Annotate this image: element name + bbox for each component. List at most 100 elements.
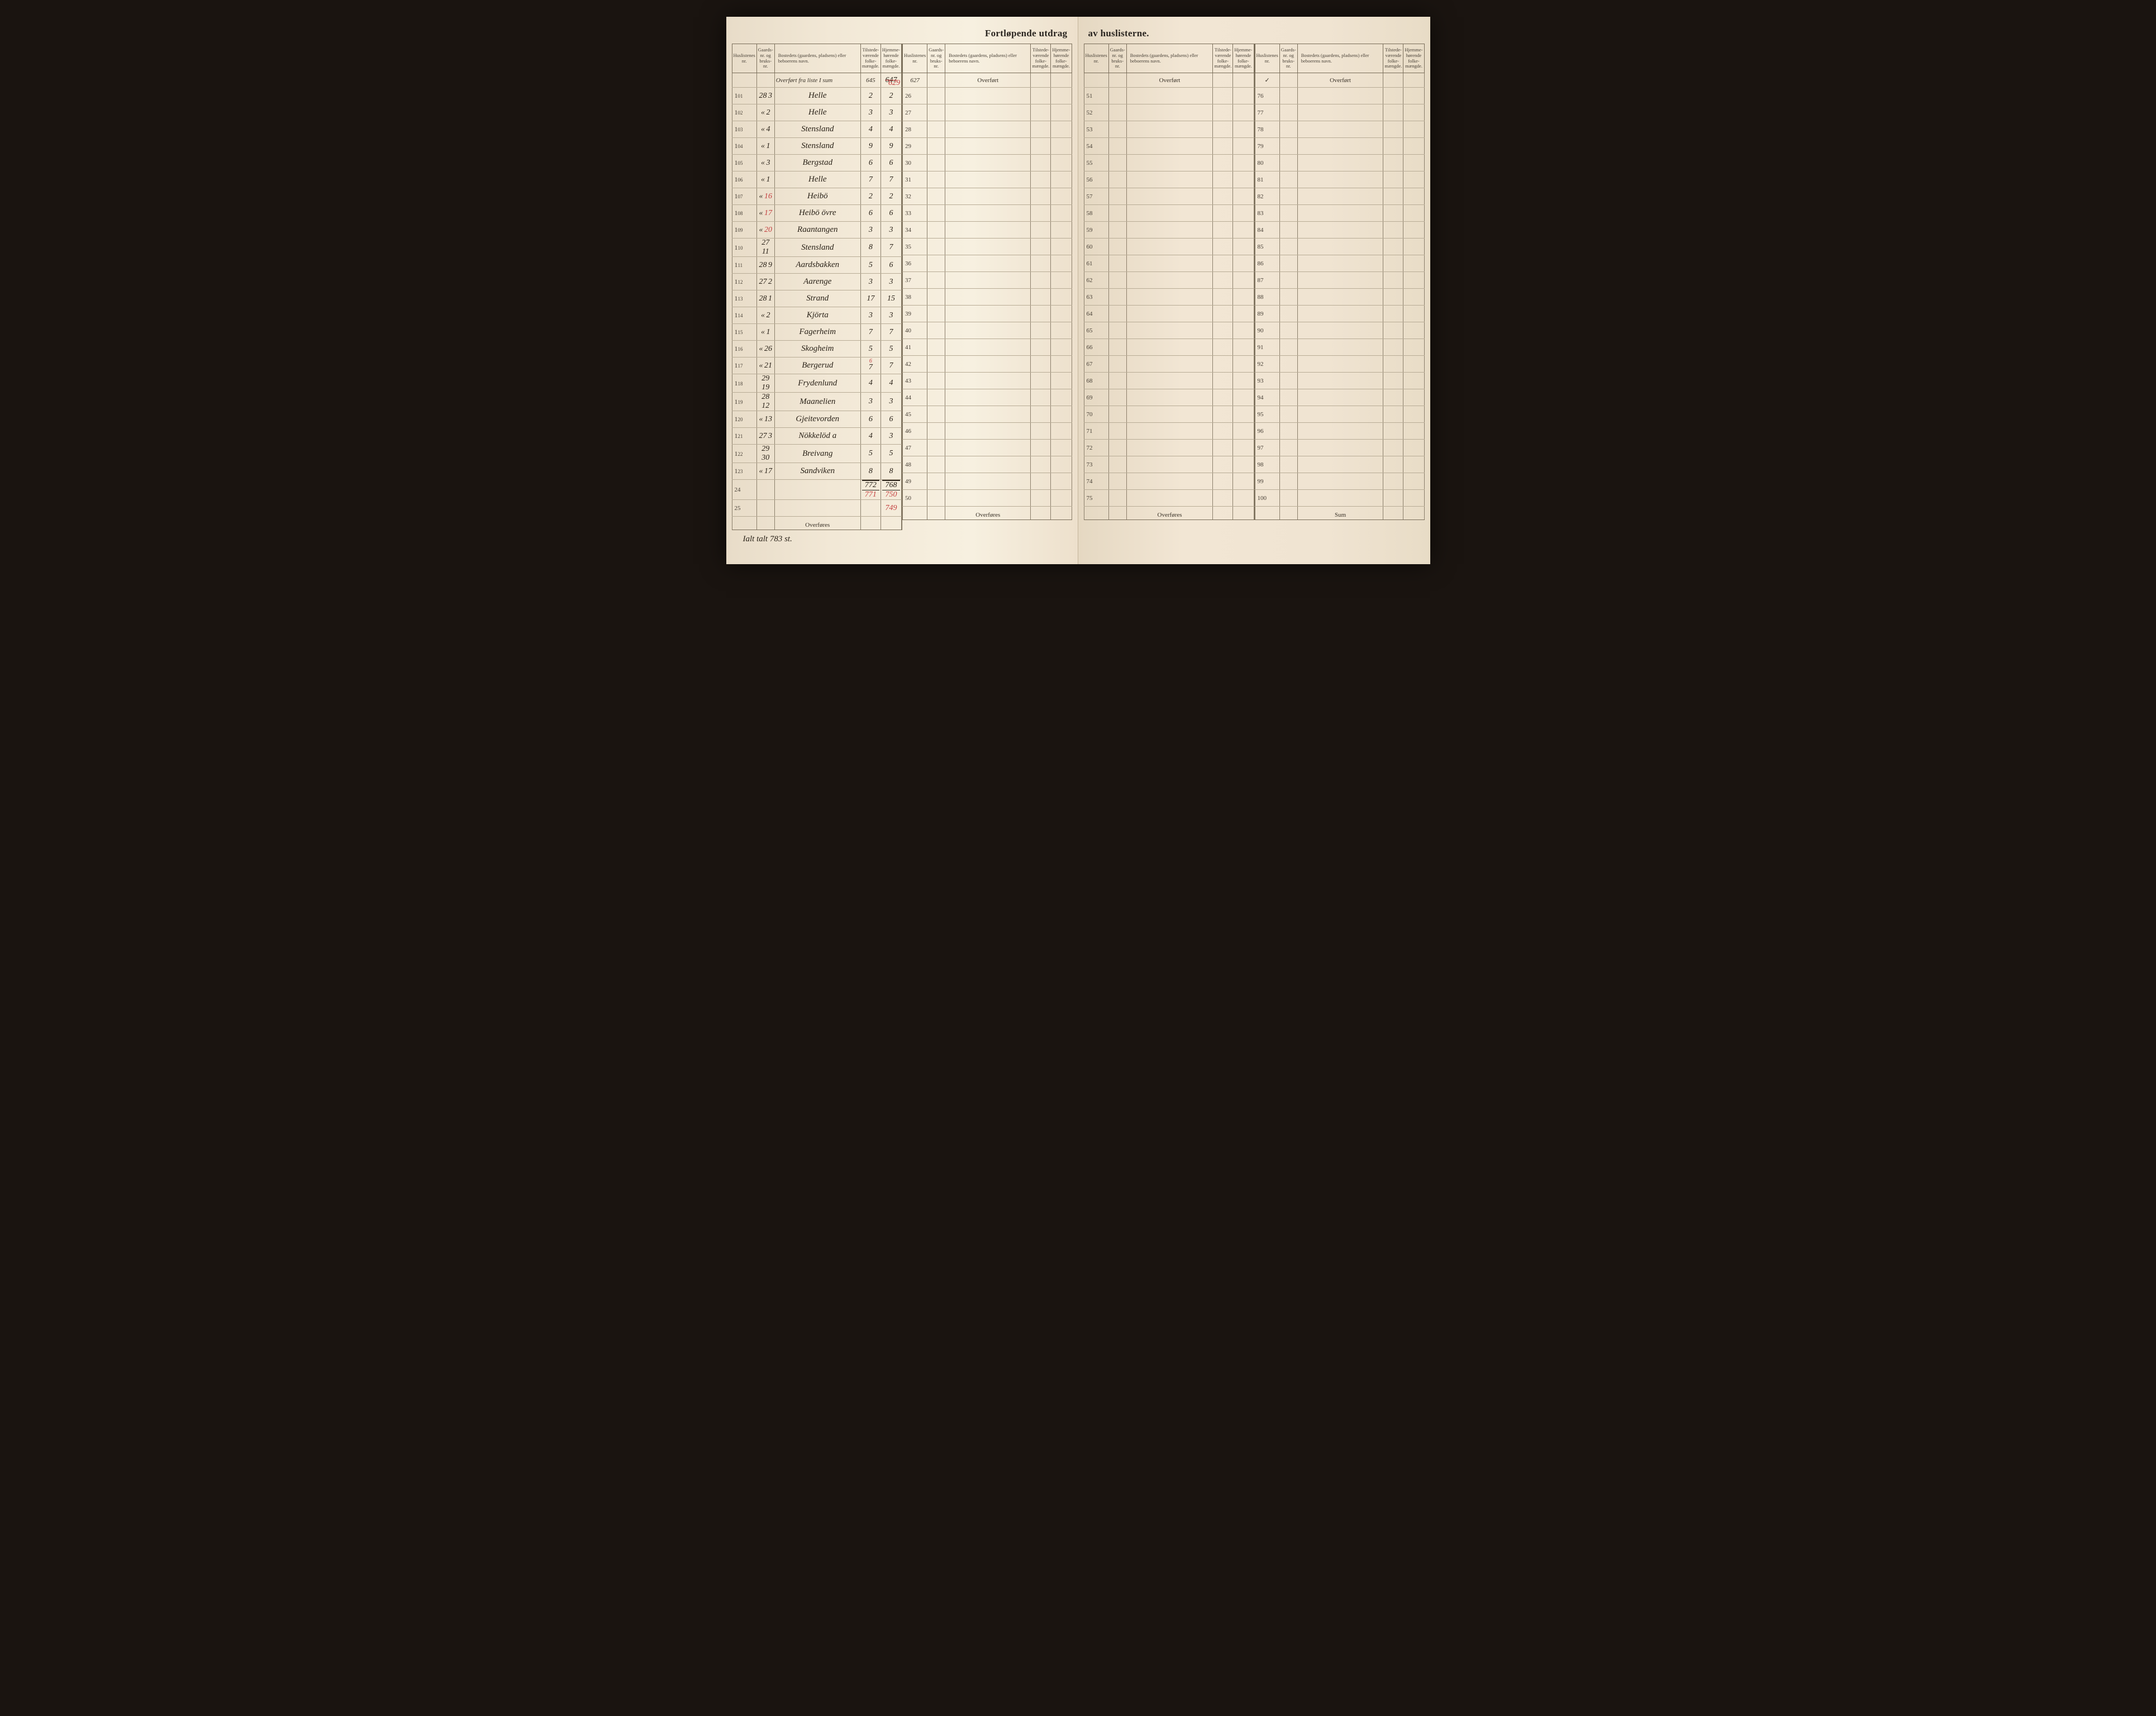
tilstede-val: 3 — [860, 307, 881, 324]
hjemme-val: 8 — [881, 463, 901, 480]
row-num: 64 — [1084, 306, 1108, 322]
bosted-name: Aardsbakken — [774, 257, 860, 274]
table-row: 82 — [1255, 188, 1424, 205]
tilstede-val: 9 — [860, 138, 881, 155]
table-row: 11227 2Aarenge33 — [732, 274, 902, 290]
hdr-bosted-3: Bostedets (gaardens, pladsens) eller beb… — [1126, 44, 1213, 73]
table-row: 93 — [1255, 373, 1424, 389]
table-row: 75 — [1084, 490, 1254, 507]
tilstede-val: 4 — [860, 374, 881, 393]
row-num: 59 — [1084, 222, 1108, 239]
tilstede-val: 2 — [860, 188, 881, 205]
hdr-tilstede-4: Tilstede-værende folke-mængde. — [1383, 44, 1403, 73]
table-row: 55 — [1084, 155, 1254, 171]
table-row: 61 — [1084, 255, 1254, 272]
table-row: 104« 1Stensland99 — [732, 138, 902, 155]
bosted-name: Bergerud — [774, 358, 860, 374]
bosted-name: Helle — [774, 171, 860, 188]
table-row: 39 — [903, 306, 1072, 322]
row-num: 43 — [903, 373, 927, 389]
row-num: 46 — [903, 423, 927, 440]
table-row: 35 — [903, 239, 1072, 255]
table-row: 33 — [903, 205, 1072, 222]
table-row: 66 — [1084, 339, 1254, 356]
hdr-bosted-2: Bostedets (gaardens, pladsens) eller beb… — [945, 44, 1031, 73]
row-num: 49 — [903, 473, 927, 490]
table-right-2: Huslistenes nr. Gaards-nr. og bruks-nr. … — [1255, 44, 1425, 520]
row-num: 99 — [1255, 473, 1279, 490]
right-section: Huslistenes nr. Gaards-nr. og bruks-nr. … — [1084, 44, 1425, 520]
footer-row: Overføres — [1084, 507, 1254, 520]
table-row: 45 — [903, 406, 1072, 423]
gaards-num: 29 30 — [756, 445, 774, 463]
hdr-hjemme-4: Hjemme-hørende folke-mængde. — [1403, 44, 1424, 73]
table-row: 120« 13Gjeitevorden66 — [732, 411, 902, 428]
tilstede-val: 5 — [860, 341, 881, 358]
table-row: 74 — [1084, 473, 1254, 490]
hdr-gaards: Gaards-nr. og bruks-nr. — [756, 44, 774, 73]
footer-label: Overføres — [945, 507, 1031, 520]
row-num: 60 — [1084, 239, 1108, 255]
tilstede-val: 5 — [860, 445, 881, 463]
gaards-num: « 17 — [756, 205, 774, 222]
table-row: 48 — [903, 456, 1072, 473]
huslist-num: 114 — [732, 307, 756, 324]
table-row: 81 — [1255, 171, 1424, 188]
gaards-num: « 1 — [756, 138, 774, 155]
row-num: 39 — [903, 306, 927, 322]
table-row: 97 — [1255, 440, 1424, 456]
huslist-num: 120 — [732, 411, 756, 428]
tilstede-val: 4 — [860, 428, 881, 445]
row-num: 47 — [903, 440, 927, 456]
footer-label: Sum — [1297, 507, 1383, 520]
row-num: 45 — [903, 406, 927, 423]
bosted-name: Helle — [774, 104, 860, 121]
row-num: 68 — [1084, 373, 1108, 389]
hjemme-val: 3 — [881, 428, 901, 445]
table-row: 56 — [1084, 171, 1254, 188]
overfores-row: Overføres — [732, 517, 902, 530]
table-row: 100 — [1255, 490, 1424, 507]
row-num: 82 — [1255, 188, 1279, 205]
bosted-name: Aarenge — [774, 274, 860, 290]
row-num: 63 — [1084, 289, 1108, 306]
huslist-num: 115 — [732, 324, 756, 341]
hjemme-val: 4 — [881, 121, 901, 138]
row-num: 24 — [732, 480, 756, 500]
gaards-num: « 16 — [756, 188, 774, 205]
bosted-name: Nökkelöd a — [774, 428, 860, 445]
table-row: 68 — [1084, 373, 1254, 389]
row-num: 85 — [1255, 239, 1279, 255]
hdr-hjemme: Hjemme-hørende folke-mængde. — [881, 44, 901, 73]
row-num: 53 — [1084, 121, 1108, 138]
table-row: 59 — [1084, 222, 1254, 239]
row-num: 36 — [903, 255, 927, 272]
huslist-num: 111 — [732, 257, 756, 274]
row-num: 95 — [1255, 406, 1279, 423]
table-row: 94 — [1255, 389, 1424, 406]
hjemme-val: 6 — [881, 155, 901, 171]
hdr-tilstede-2: Tilstede-værende folke-mængde. — [1031, 44, 1051, 73]
ledger-book: Fortløpende utdrag Huslistenes nr. Gaard… — [726, 17, 1430, 564]
tilstede-val: 8 — [860, 463, 881, 480]
row-num: 100 — [1255, 490, 1279, 507]
table-row: 69 — [1084, 389, 1254, 406]
gaards-num: « 21 — [756, 358, 774, 374]
row-num: 32 — [903, 188, 927, 205]
table-row: 37 — [903, 272, 1072, 289]
table-row: 83 — [1255, 205, 1424, 222]
bosted-name: Heibö — [774, 188, 860, 205]
table-row: 10128 3Helle22 — [732, 88, 902, 104]
gaards-num: « 26 — [756, 341, 774, 358]
title-left: Fortløpende utdrag — [732, 28, 1072, 39]
row-num: 75 — [1084, 490, 1108, 507]
table-row: 11328 1Strand1715 — [732, 290, 902, 307]
bosted-name: Sandviken — [774, 463, 860, 480]
row-num: 42 — [903, 356, 927, 373]
hjemme-val: 6 — [881, 205, 901, 222]
hjemme-val: 15 — [881, 290, 901, 307]
bosted-name: Maanelien — [774, 393, 860, 411]
row-num: 25 — [732, 500, 756, 517]
tilstede-val: 2 — [860, 88, 881, 104]
row-num: 55 — [1084, 155, 1108, 171]
